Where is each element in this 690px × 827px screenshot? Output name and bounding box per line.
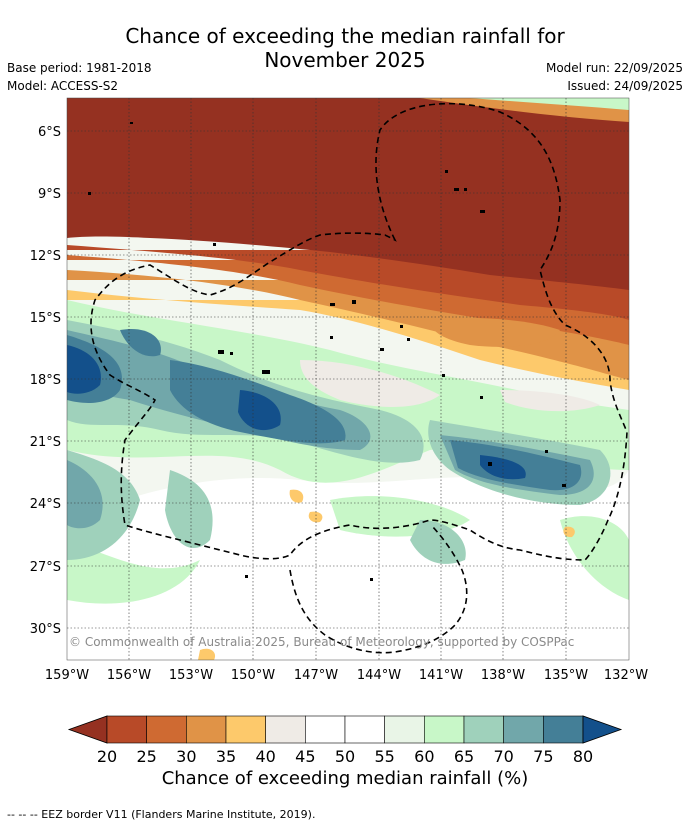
colorbar-tick-label: 40	[255, 747, 275, 766]
latitude-labels: 6°S 9°S 12°S 15°S 18°S 21°S 24°S 27°S 30…	[30, 125, 61, 637]
colorbar-segment	[186, 715, 227, 744]
lon-label: 135°W	[544, 668, 588, 683]
colorbar-segment	[463, 715, 504, 744]
lat-label: 9°S	[38, 187, 61, 202]
colorbar-segment	[503, 715, 544, 744]
colorbar-tick-label: 65	[454, 747, 474, 766]
model-label: Model: ACCESS-S2	[7, 79, 119, 93]
lat-label: 18°S	[30, 373, 61, 388]
map-title-line1: Chance of exceeding the median rainfall …	[125, 24, 565, 48]
meta-right: Model run: 22/09/2025 Issued: 24/09/2025	[546, 59, 683, 95]
colorbar-segment	[305, 715, 346, 744]
colorbar-tick-label: 70	[493, 747, 513, 766]
map-graticule	[67, 98, 629, 660]
colorbar-min-arrow	[67, 715, 108, 744]
lat-label: 27°S	[30, 560, 61, 575]
lon-label: 153°W	[169, 668, 213, 683]
colorbar-segments	[106, 715, 584, 744]
colorbar-segment	[344, 715, 385, 744]
colorbar-tick-label: 30	[176, 747, 196, 766]
colorbar-segment	[106, 715, 147, 744]
lon-label: 159°W	[45, 668, 89, 683]
colorbar-segment	[146, 715, 187, 744]
colorbar-segment	[384, 715, 425, 744]
meta-left: Base period: 1981-2018 Model: ACCESS-S2	[7, 59, 152, 95]
colorbar-tick-label: 25	[136, 747, 156, 766]
lat-label: 15°S	[30, 311, 61, 326]
colorbar-segment	[265, 715, 306, 744]
lon-label: 141°W	[419, 668, 463, 683]
lon-label: 147°W	[294, 668, 338, 683]
map-title-line2: November 2025	[264, 48, 426, 72]
longitude-labels: 159°W 156°W 153°W 150°W 147°W 144°W 141°…	[45, 668, 648, 683]
model-run-label: Model run: 22/09/2025	[545, 61, 683, 75]
colorbar-ticks: 20 25 30 35 40 45 50 55 60 65 70 75 80	[97, 747, 593, 766]
lat-label: 12°S	[30, 249, 61, 264]
lon-label: 138°W	[481, 668, 525, 683]
lon-label: 132°W	[604, 668, 648, 683]
colorbar-tick-label: 60	[414, 747, 434, 766]
colorbar-tick-label: 55	[374, 747, 394, 766]
rainfall-map: © Commonwealth of Australia 2025, Bureau…	[67, 98, 629, 660]
colorbar-tick-label: 35	[216, 747, 236, 766]
lon-label: 144°W	[357, 668, 401, 683]
colorbar-tick-label: 75	[533, 747, 553, 766]
colorbar-tick-label: 20	[97, 747, 117, 766]
colorbar-segment	[225, 715, 266, 744]
base-period-label: Base period: 1981-2018	[7, 61, 152, 75]
colorbar-max-arrow	[582, 715, 623, 744]
colorbar-tick-label: 50	[335, 747, 355, 766]
islands	[88, 122, 566, 581]
lat-label: 6°S	[38, 125, 61, 140]
colorbar-tick-label: 80	[573, 747, 593, 766]
lat-label: 24°S	[30, 497, 61, 512]
eez-legend-note: -- -- -- EEZ border V11 (Flanders Marine…	[7, 808, 316, 821]
lat-label: 30°S	[30, 622, 61, 637]
copyright-notice: © Commonwealth of Australia 2025, Bureau…	[69, 635, 574, 649]
colorbar: 20 25 30 35 40 45 50 55 60 65 70 75 80	[67, 715, 623, 766]
colorbar-segment	[543, 715, 584, 744]
issued-label: Issued: 24/09/2025	[567, 79, 683, 93]
colorbar-tick-label: 45	[295, 747, 315, 766]
eez-border	[90, 102, 628, 654]
lon-label: 156°W	[107, 668, 151, 683]
colorbar-title: Chance of exceeding median rainfall (%)	[161, 768, 529, 789]
lon-label: 150°W	[231, 668, 275, 683]
lat-label: 21°S	[30, 435, 61, 450]
colorbar-segment	[424, 715, 465, 744]
